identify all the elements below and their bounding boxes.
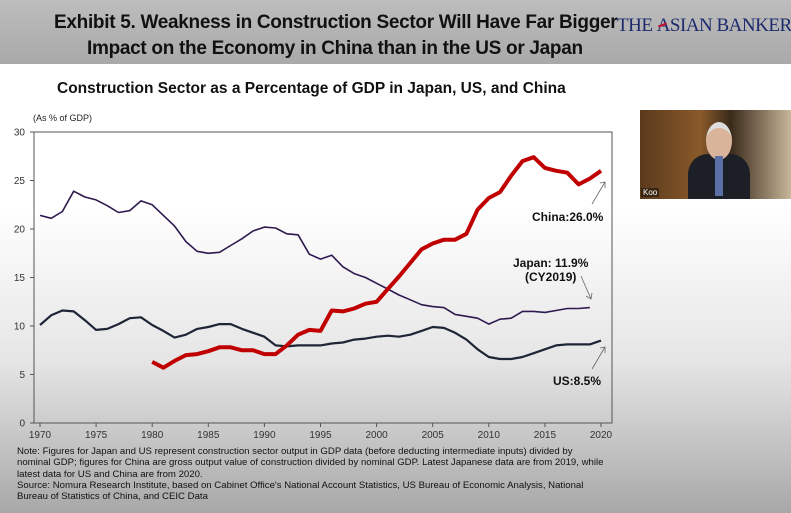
japan-series-line [39,190,590,325]
chart-notes: Note: Figures for Japan and US represent… [17,446,607,502]
participant-video [688,120,750,199]
y-tick-label: 0 [19,419,25,430]
china-arrow-icon [591,181,606,205]
x-tick-label: 2015 [534,430,557,441]
video-participant-tile[interactable]: Koo [640,110,791,199]
slide-title-line1: Exhibit 5. Weakness in Construction Sect… [54,12,618,33]
x-tick-label: 1970 [29,430,52,441]
note-text: Note: Figures for Japan and US represent… [17,446,604,480]
y-axis-unit-label: (As % of GDP) [33,113,93,123]
y-tick-label: 20 [14,225,26,236]
axis-ticks: 0 5 10 15 20 25 30 1970 1975 1980 1985 1990 1995 2000… [14,128,613,442]
x-tick-label: 1995 [309,430,332,441]
x-tick-label: 2020 [590,430,613,441]
x-tick-label: 1985 [197,430,220,441]
participant-name: Koo [641,188,660,197]
japan-annotation-value: Japan: 11.9% [513,256,589,270]
source-text: Source: Nomura Research Institute, based… [17,479,584,503]
us-arrow-icon [591,346,606,370]
x-tick-label: 1975 [85,430,108,441]
x-tick-label: 1980 [141,430,164,441]
y-tick-label: 30 [14,128,26,139]
x-tick-label: 2005 [422,430,445,441]
japan-arrow-icon [580,275,593,300]
slide-header: Exhibit 5. Weakness in Construction Sect… [0,0,791,64]
y-tick-label: 25 [14,176,26,187]
x-tick-label: 1990 [253,430,276,441]
japan-annotation: Japan: 11.9% (CY2019) [513,256,588,284]
china-series-line [151,155,603,370]
slide-title-line2: Impact on the Economy in China than in t… [87,38,583,59]
y-tick-label: 15 [14,273,26,284]
asian-banker-logo: THE ASIAN BANKER™ [617,15,791,36]
y-tick-label: 10 [14,322,26,333]
x-tick-label: 2010 [478,430,501,441]
y-tick-label: 5 [19,370,25,381]
annotation-arrows [580,181,606,370]
japan-annotation-year: (CY2019) [525,270,577,284]
china-annotation: China:26.0% [532,210,604,224]
x-tick-label: 2000 [365,430,388,441]
us-series-line [39,309,602,361]
chart-title: Construction Sector as a Percentage of G… [57,80,566,97]
series-lines [39,155,603,370]
us-annotation: US:8.5% [553,374,602,388]
